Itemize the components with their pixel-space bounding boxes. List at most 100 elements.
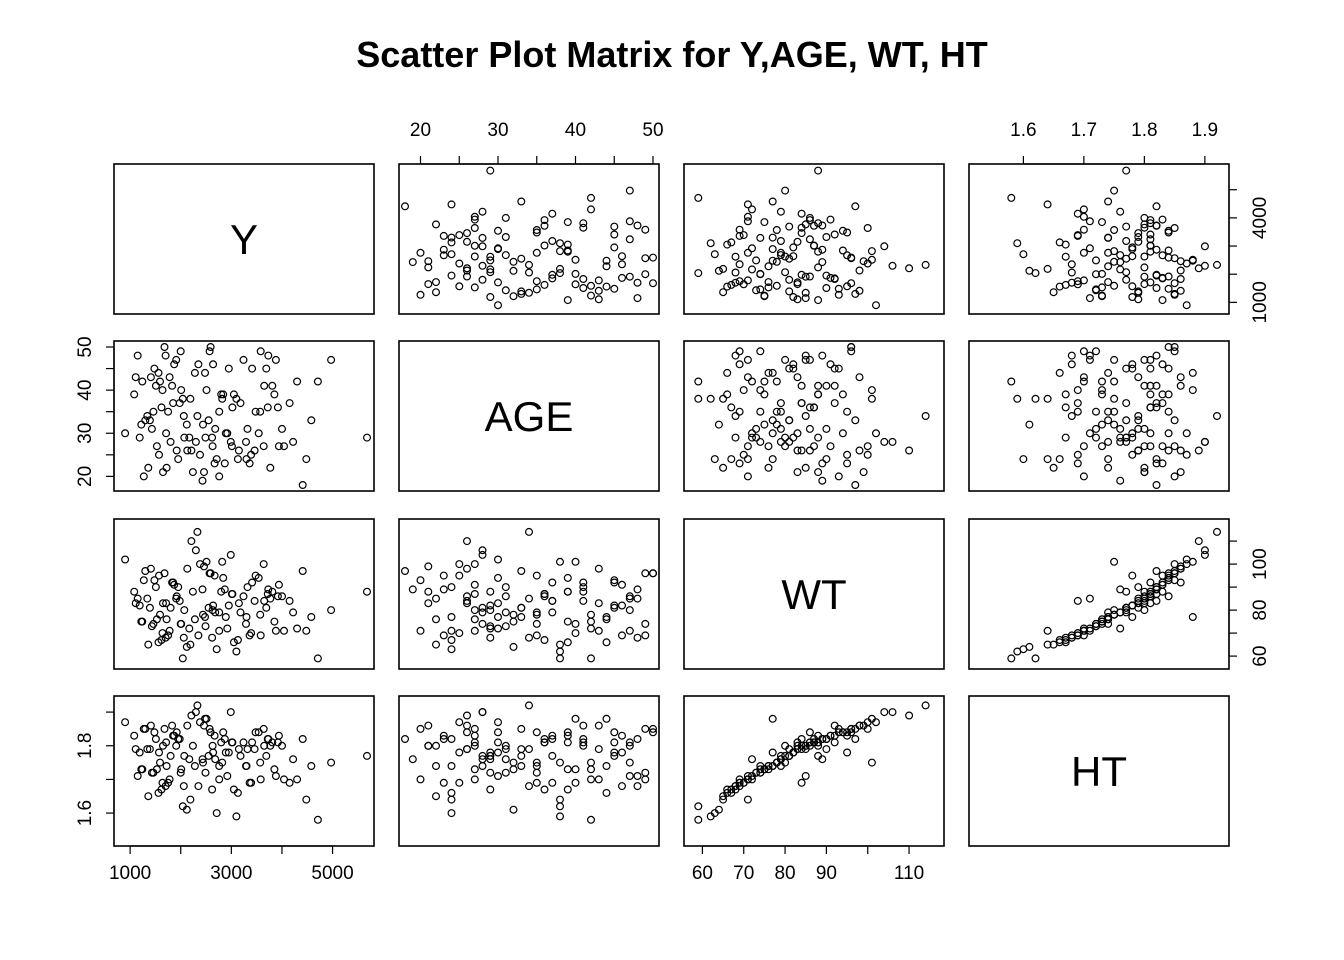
point-ht-age-27 <box>610 738 619 747</box>
point-y-wt-40 <box>797 270 806 279</box>
point-wt-age-81 <box>540 635 549 644</box>
point-wt-age-89 <box>486 606 495 615</box>
point-y-age-119 <box>648 279 657 288</box>
point-y-wt-76 <box>768 197 777 206</box>
point-ht-y-110 <box>137 765 146 774</box>
point-y-age-95 <box>602 262 611 271</box>
point-age-y-15 <box>138 377 147 386</box>
panel-age-vs-ht <box>968 340 1230 492</box>
point-y-ht-24 <box>1110 186 1119 195</box>
point-wt-age-50 <box>571 629 580 638</box>
point-ht-age-98 <box>617 748 626 757</box>
point-age-ht-52 <box>1019 455 1028 464</box>
point-wt-age-109 <box>610 603 619 612</box>
point-y-ht-103 <box>1110 281 1119 290</box>
point-ht-age-33 <box>594 775 603 784</box>
point-ht-y-119 <box>160 724 169 733</box>
point-y-ht-61 <box>1164 246 1173 255</box>
panel-wt-vs-ht <box>968 518 1230 670</box>
point-age-wt-62 <box>789 433 798 442</box>
point-y-age-104 <box>494 226 503 235</box>
point-wt-age-68 <box>470 580 479 589</box>
point-ht-age-111 <box>563 738 572 747</box>
point-age-y-69 <box>177 386 186 395</box>
point-y-age-99 <box>517 289 526 298</box>
point-ht-age-4 <box>494 738 503 747</box>
point-wt-age-60 <box>432 615 441 624</box>
point-wt-y-3 <box>271 626 280 635</box>
point-age-y-19 <box>204 416 213 425</box>
point-age-wt-108 <box>859 468 868 477</box>
point-ht-y-113 <box>172 741 181 750</box>
point-y-age-57 <box>463 229 472 238</box>
point-ht-age-42 <box>648 728 657 737</box>
point-y-ht-46 <box>1128 243 1137 252</box>
point-y-ht-96 <box>1158 274 1167 283</box>
point-y-wt-99 <box>851 289 860 298</box>
point-y-wt-82 <box>805 235 814 244</box>
point-y-age-6 <box>548 209 557 218</box>
point-age-y-21 <box>149 407 158 416</box>
point-y-age-86 <box>594 295 603 304</box>
point-wt-ht-93 <box>1091 622 1100 631</box>
point-y-age-77 <box>610 284 619 293</box>
point-age-wt-78 <box>747 429 756 438</box>
point-age-wt-4 <box>793 429 802 438</box>
point-wt-age-35 <box>517 603 526 612</box>
point-ht-age-9 <box>501 745 510 754</box>
point-age-wt-25 <box>793 468 802 477</box>
point-age-y-119 <box>160 343 169 352</box>
point-wt-age-114 <box>524 527 533 536</box>
point-y-age-8 <box>432 288 441 297</box>
point-y-age-47 <box>416 290 425 299</box>
point-age-ht-50 <box>1073 386 1082 395</box>
point-age-wt-59 <box>818 351 827 360</box>
point-wt-age-41 <box>447 626 456 635</box>
point-age-y-94 <box>266 463 275 472</box>
point-wt-ht-28 <box>1128 612 1137 621</box>
point-wt-y-118 <box>273 592 282 601</box>
point-ht-age-40 <box>548 734 557 743</box>
point-age-wt-50 <box>739 386 748 395</box>
point-y-wt-41 <box>743 200 752 209</box>
point-ht-age-58 <box>524 782 533 791</box>
point-age-y-49 <box>191 437 200 446</box>
point-age-ht-10 <box>1116 433 1125 442</box>
point-y-age-40 <box>548 270 557 279</box>
point-age-ht-44 <box>1146 381 1155 390</box>
point-wt-age-2 <box>470 606 479 615</box>
point-age-y-107 <box>164 407 173 416</box>
point-age-ht-89 <box>1122 433 1131 442</box>
point-age-ht-113 <box>1140 355 1149 364</box>
point-y-wt-85 <box>760 218 769 227</box>
point-y-age-65 <box>540 241 549 250</box>
point-y-age-30 <box>586 193 595 202</box>
point-ht-y-74 <box>232 812 241 821</box>
point-age-ht-51 <box>1140 424 1149 433</box>
panel-ht-vs-wt <box>683 695 945 847</box>
point-ht-wt-114 <box>921 701 930 710</box>
point-wt-y-14 <box>298 566 307 575</box>
point-age-wt-71 <box>735 459 744 468</box>
point-y-age-42 <box>648 253 657 262</box>
point-wt-age-18 <box>579 578 588 587</box>
point-y-wt-104 <box>838 226 847 235</box>
point-ht-y-60 <box>162 761 171 770</box>
point-wt-age-113 <box>625 594 634 603</box>
point-wt-age-3 <box>625 626 634 635</box>
point-age-y-27 <box>248 364 257 373</box>
point-wt-y-104 <box>254 573 263 582</box>
point-age-ht-115 <box>1104 455 1113 464</box>
point-wt-ht-37 <box>1116 585 1125 594</box>
point-wt-age-29 <box>633 594 642 603</box>
panel-wt-vs-wt <box>683 518 945 670</box>
point-age-ht-56 <box>1176 373 1185 382</box>
point-age-ht-55 <box>1091 433 1100 442</box>
point-age-ht-88 <box>1164 407 1173 416</box>
point-wt-y-67 <box>211 608 220 617</box>
point-ht-y-25 <box>159 741 168 750</box>
point-wt-age-44 <box>579 587 588 596</box>
point-y-age-107 <box>532 277 541 286</box>
point-age-y-105 <box>176 347 185 356</box>
point-age-wt-93 <box>752 424 761 433</box>
